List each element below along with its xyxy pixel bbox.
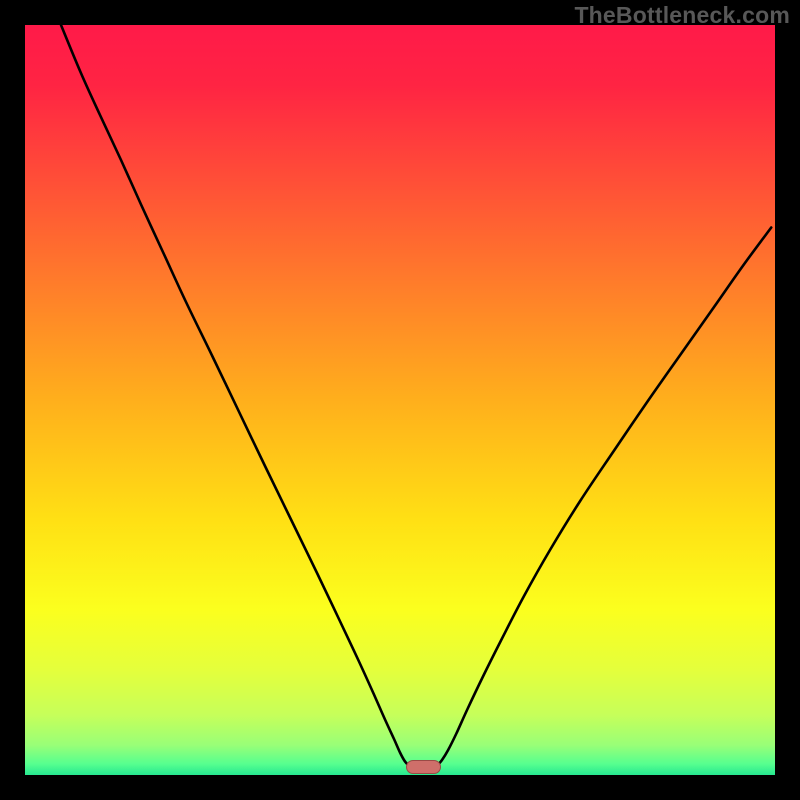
watermark-text: TheBottleneck.com <box>574 2 790 29</box>
bottleneck-chart: TheBottleneck.com <box>0 0 800 800</box>
bottleneck-marker <box>406 760 441 774</box>
plot-area <box>25 25 775 775</box>
